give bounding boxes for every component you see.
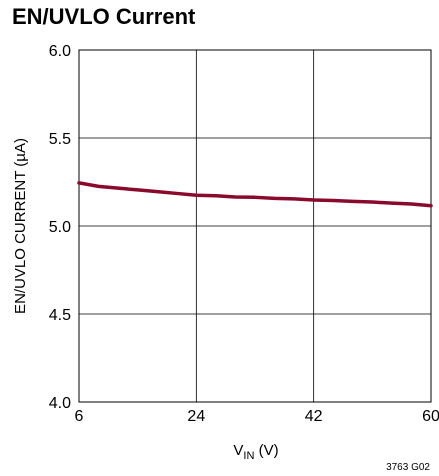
y-tick-label: 5.0 [49,219,71,236]
x-tick-label: 42 [305,408,323,425]
y-tick-label: 6.0 [49,43,71,60]
chart-title: EN/UVLO Current [12,4,196,29]
series-line [77,181,433,208]
figure-code: 3763 G02 [386,462,430,473]
x-axis-label-subscript: IN [243,450,254,462]
y-tick-label: 4.5 [49,307,71,324]
grid-lines [79,50,431,402]
plot-frame [78,49,432,403]
tick-labels: 4.0 4.5 5.0 5.5 6.0 6 24 42 60 [49,43,439,425]
x-axis-label-main: V [233,442,243,459]
x-tick-label: 24 [187,408,205,425]
y-tick-label: 5.5 [49,131,71,148]
x-tick-label: 60 [422,408,439,425]
x-axis-label-unit: (V) [254,442,278,459]
y-axis-label: EN/UVLO CURRENT (µA) [12,138,29,314]
y-tick-label: 4.0 [49,395,71,412]
x-tick-label: 6 [75,408,84,425]
x-axis-label: VIN (V) [233,442,278,462]
